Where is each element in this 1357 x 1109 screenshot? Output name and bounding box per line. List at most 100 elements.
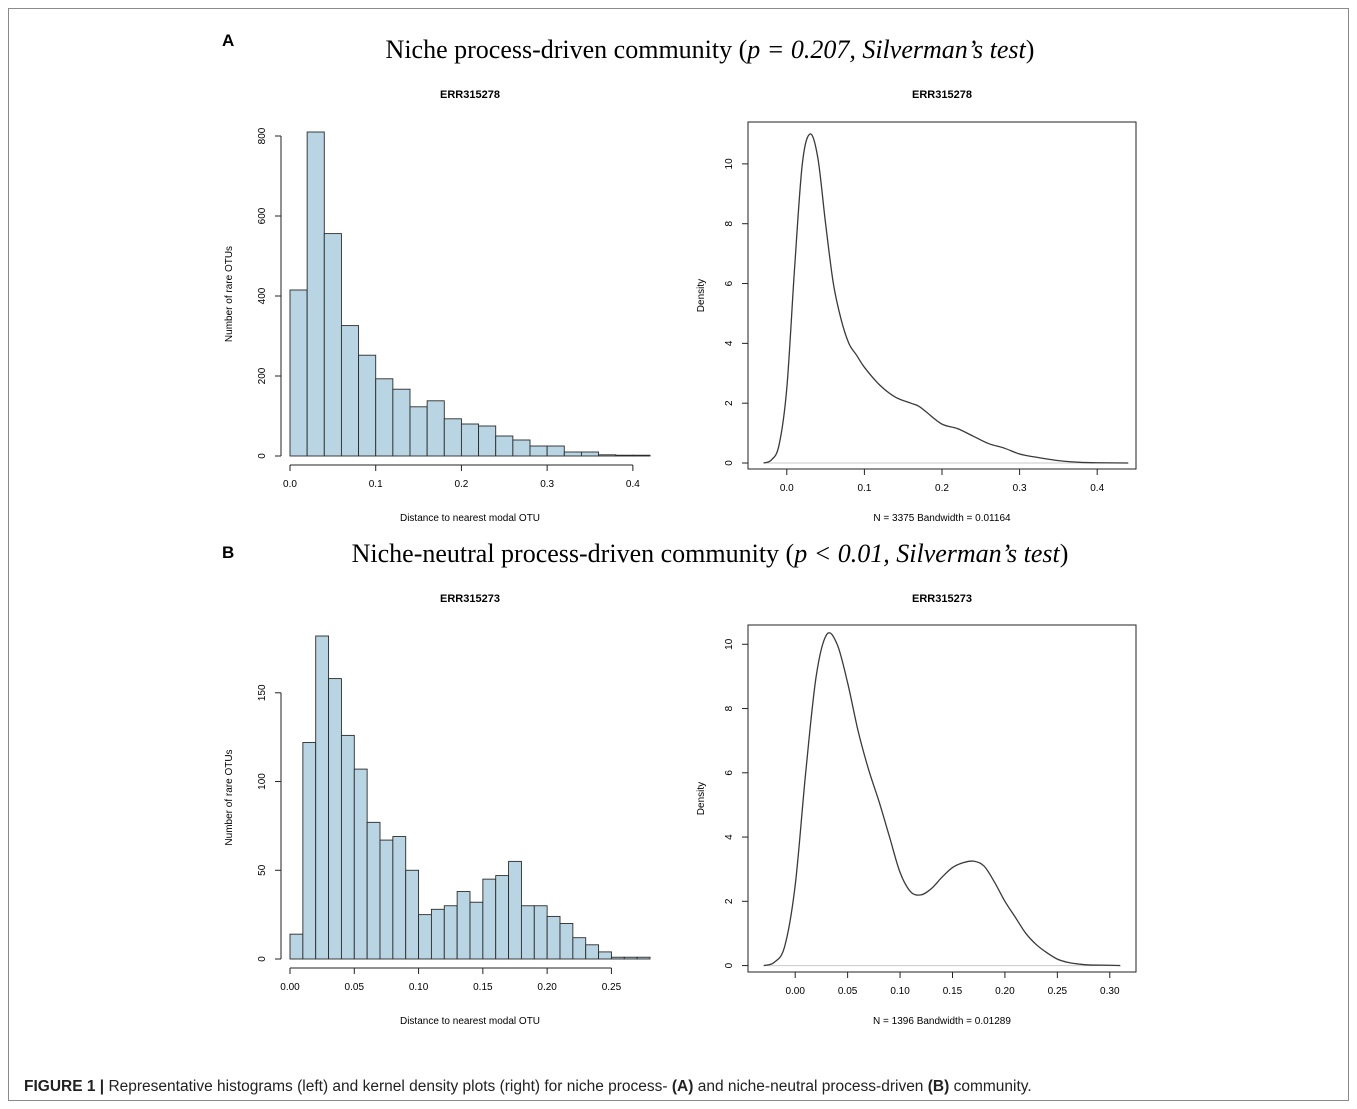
x-tick-label: 0.30 bbox=[1100, 986, 1120, 997]
x-tick-label: 0.20 bbox=[537, 982, 557, 993]
y-tick-label: 200 bbox=[257, 367, 268, 384]
x-tick-label: 0.25 bbox=[1048, 986, 1068, 997]
histogram-bar bbox=[375, 378, 394, 457]
y-tick-label: 0 bbox=[724, 460, 735, 466]
histogram-bar bbox=[615, 454, 634, 457]
caption-ref-a: (A) bbox=[671, 1078, 694, 1095]
x-tick-label: 0.4 bbox=[1090, 483, 1104, 494]
y-tick-label: 6 bbox=[724, 770, 735, 776]
y-tick-label: 4 bbox=[724, 834, 735, 840]
histogram-bar bbox=[623, 956, 638, 960]
y-tick-label: 2 bbox=[724, 898, 735, 904]
caption-text-1: Representative histograms (left) and ker… bbox=[104, 1078, 672, 1095]
histogram-bar bbox=[469, 901, 484, 960]
density-plot-a: ERR315278 0.0 0.1 0.2 0.3 0.4 N = 3375 Bandwid… bbox=[696, 89, 1137, 524]
x-tick-label: 0.10 bbox=[409, 982, 429, 993]
x-tick-label: 0.2 bbox=[935, 483, 949, 494]
histogram-b: ERR315273 0.00 0.05 0.10 0.15 0.20 0.25 Distanc… bbox=[224, 593, 651, 1027]
histogram-bar bbox=[520, 905, 535, 960]
x-tick-label: 0.2 bbox=[454, 479, 468, 490]
histogram-bar bbox=[495, 875, 510, 960]
histogram-bar bbox=[598, 454, 617, 457]
chart-title: ERR315273 bbox=[912, 593, 972, 605]
x-tick-label: 0.4 bbox=[626, 479, 640, 490]
y-tick-label: 400 bbox=[257, 287, 268, 304]
histogram-bar bbox=[533, 905, 548, 960]
x-tick-label: 0.0 bbox=[283, 479, 297, 490]
figure-frame bbox=[8, 8, 1349, 1101]
histogram-bar bbox=[340, 734, 355, 960]
histogram-bar bbox=[572, 937, 587, 960]
y-tick-label: 800 bbox=[257, 127, 268, 144]
y-tick-label: 100 bbox=[257, 773, 268, 790]
x-tick-label: 0.25 bbox=[602, 982, 622, 993]
histogram-bar bbox=[353, 768, 368, 960]
x-axis-label: Distance to nearest modal OTU bbox=[400, 513, 540, 524]
histogram-bar bbox=[392, 388, 411, 457]
density-line bbox=[763, 133, 1129, 464]
plot-box bbox=[747, 624, 1137, 973]
x-tick-label: 0.20 bbox=[995, 986, 1015, 997]
y-tick-label: 6 bbox=[724, 280, 735, 286]
histogram-bar bbox=[289, 289, 308, 457]
density-line bbox=[763, 632, 1121, 967]
chart-title: ERR315278 bbox=[912, 89, 972, 101]
y-tick-label: 50 bbox=[257, 864, 268, 876]
histogram-bar bbox=[546, 445, 565, 457]
y-tick-label: 0 bbox=[257, 453, 268, 459]
x-tick-label: 0.3 bbox=[540, 479, 554, 490]
histogram-bar bbox=[580, 451, 600, 457]
histogram-bar bbox=[302, 742, 317, 960]
caption-ref-b: (B) bbox=[927, 1078, 950, 1095]
x-axis-label: N = 3375 Bandwidth = 0.01164 bbox=[873, 513, 1011, 524]
density-plot-b: ERR315273 0.00 0.05 0.10 0.15 0.20 0.25 0.30 N =… bbox=[696, 593, 1137, 1027]
x-tick-label: 0.3 bbox=[1013, 483, 1027, 494]
chart-title: ERR315273 bbox=[440, 593, 500, 605]
histogram-a: ERR315278 0.0 0.1 0.2 0.3 0.4 Distance to near… bbox=[224, 89, 651, 524]
x-tick-label: 0.15 bbox=[943, 986, 963, 997]
histogram-bar bbox=[358, 354, 377, 457]
histogram-bar bbox=[512, 439, 531, 457]
histogram-bar bbox=[443, 418, 462, 457]
panel-b-letter: B bbox=[222, 543, 234, 562]
caption-label: FIGURE 1 | bbox=[24, 1078, 105, 1095]
x-tick-label: 0.00 bbox=[280, 982, 300, 993]
histogram-bar bbox=[409, 406, 428, 457]
histogram-bar bbox=[598, 951, 612, 960]
y-axis-label: Number of rare OTUs bbox=[224, 246, 235, 342]
histogram-bar bbox=[379, 839, 394, 960]
x-tick-label: 0.1 bbox=[369, 479, 383, 490]
histogram-bar bbox=[405, 869, 420, 960]
panel-a-title: Niche process-driven community (p = 0.20… bbox=[386, 35, 1035, 64]
histogram-bar bbox=[392, 836, 407, 960]
histogram-bar bbox=[456, 891, 471, 960]
y-tick-label: 10 bbox=[724, 638, 735, 650]
histogram-bar bbox=[289, 933, 304, 960]
y-axis-label: Density bbox=[696, 279, 707, 312]
x-tick-label: 0.0 bbox=[780, 483, 794, 494]
x-tick-label: 0.15 bbox=[473, 982, 493, 993]
y-tick-label: 2 bbox=[724, 400, 735, 406]
histogram-bar bbox=[508, 860, 522, 960]
caption-text-3: community. bbox=[949, 1078, 1032, 1095]
histogram-bar bbox=[610, 956, 625, 960]
y-tick-label: 0 bbox=[724, 962, 735, 968]
histogram-bar bbox=[340, 325, 360, 457]
histogram-bar bbox=[559, 923, 574, 960]
y-tick-label: 600 bbox=[257, 207, 268, 224]
histogram-bar bbox=[495, 435, 514, 457]
plot-box bbox=[747, 121, 1137, 470]
histogram-bar bbox=[315, 635, 330, 960]
x-tick-label: 0.05 bbox=[345, 982, 365, 993]
histogram-bar bbox=[482, 878, 497, 960]
figure-caption: FIGURE 1 | Representative histograms (le… bbox=[24, 1078, 1032, 1096]
x-tick-label: 0.10 bbox=[890, 986, 910, 997]
y-tick-label: 8 bbox=[724, 705, 735, 711]
histogram-bar bbox=[306, 131, 325, 457]
y-tick-label: 10 bbox=[724, 158, 735, 170]
histogram-bar bbox=[430, 908, 445, 960]
histogram-bar bbox=[328, 678, 342, 960]
caption-text-2: and niche-neutral process-driven bbox=[693, 1078, 928, 1095]
x-tick-label: 0.1 bbox=[857, 483, 871, 494]
